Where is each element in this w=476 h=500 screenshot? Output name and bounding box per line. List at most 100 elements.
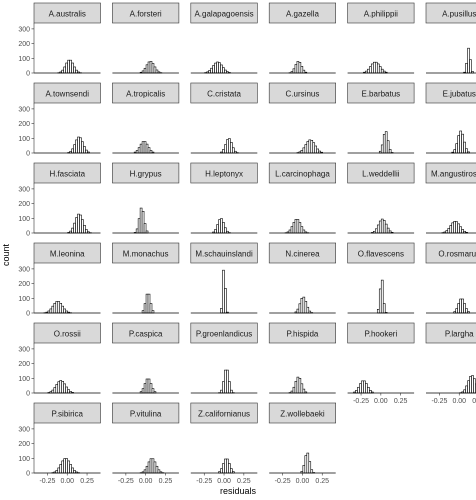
facet-strip [347,322,415,344]
facet-panel: O.flavescens [347,242,415,314]
y-tick-label: 100 [18,376,30,383]
facet-label: P.hispida [287,330,319,339]
x-tick-label: 0.25 [315,478,329,485]
y-tick-label: 300 [18,26,30,33]
facet-strip [112,2,180,24]
facet-strip [347,242,415,264]
y-tick-label: 100 [18,456,30,463]
facet-strip [347,162,415,184]
facet-strip [33,242,101,264]
histogram-bar [382,303,386,314]
facet-strip [347,2,415,24]
y-tick-label: 0 [26,391,30,398]
x-tick-label: -0.25 [196,478,212,485]
facet-panel: A.galapagoensis [190,2,258,74]
facet-label: P.hookeri [364,330,397,339]
y-tick-label: 0 [26,71,30,78]
facet-strip [425,2,476,24]
facet-strip [268,322,337,344]
x-tick-label: 0.25 [159,478,173,485]
facet-label: O.rossii [54,330,81,339]
facet-panel: H.fasciata 0 100 200 300 [18,162,101,238]
facet-panel: C.ursinus [268,82,337,154]
facet-panel: N.cinerea [268,242,337,314]
y-tick-label: 300 [18,186,30,193]
facet-panel: A.philippii [347,2,415,74]
facet-strip [268,242,337,264]
facet-panel: M.monachus [112,242,180,314]
x-tick-label: -0.25 [118,478,134,485]
y-tick-label: 200 [18,361,30,368]
facet-label: A.philippii [364,10,398,19]
facet-panel: P.hookeri -0.25 0.00 0.25 [347,322,415,405]
y-tick-label: 0 [26,471,30,478]
facet-label: A.pusillus [442,10,476,19]
facet-label: A.gazella [286,10,319,19]
x-tick-label: 0.00 [296,478,310,485]
y-axis-title: count [1,243,11,266]
facet-panel: A.australis 0 100 200 300 [18,2,101,78]
facet-label: L.carcinophaga [275,170,330,179]
facet-panel: H.leptonyx [190,162,258,234]
facet-panel: P.caspica [112,322,180,394]
facet-label: L.weddellii [362,170,400,179]
facet-strip [425,322,476,344]
facet-label: E.barbatus [361,90,400,99]
facet-strip [347,82,415,104]
facet-strip [268,402,337,424]
facet-panel: P.vitulina -0.25 0.00 0.25 [112,402,180,485]
facet-strip [425,242,476,264]
facet-label: O.flavescens [358,250,404,259]
x-tick-label: 0.00 [452,398,466,405]
x-axis-title: residuals [220,486,257,496]
x-tick-label: 0.00 [60,478,74,485]
facet-strip [190,82,258,104]
x-tick-label: 0.00 [374,398,388,405]
facet-panel: A.townsendi 0 100 200 300 [18,82,101,158]
facet-label: H.grypus [130,170,162,179]
facet-label: H.fasciata [49,170,85,179]
facet-label: P.sibirica [52,410,84,419]
facet-panel: P.hispida [268,322,337,394]
facet-label: M.angustirostris [431,170,476,179]
facet-strip [268,2,337,24]
facet-strip [190,2,258,24]
x-tick-label: 0.00 [217,478,231,485]
facet-label: H.leptonyx [205,170,243,179]
facet-label: P.largha [445,330,474,339]
facet-label: C.ursinus [286,90,320,99]
y-tick-label: 0 [26,311,30,318]
y-tick-label: 0 [26,231,30,238]
facet-strip [112,242,180,264]
facet-label: A.forsteri [130,10,162,19]
facet-panel: M.schauinslandi [190,242,258,314]
x-tick-label: 0.25 [80,478,94,485]
facet-strip [33,402,101,424]
facet-label: A.galapagoensis [194,10,253,19]
facet-label: C.cristata [207,90,241,99]
histogram-bar [469,59,472,74]
x-tick-label: 0.00 [139,478,153,485]
facet-strip [425,162,476,184]
facet-label: A.tropicalis [126,90,165,99]
facet-label: P.groenlandicus [196,330,252,339]
x-tick-label: 0.25 [394,398,408,405]
facet-label: P.caspica [129,330,163,339]
facet-panel: M.leonina 0 100 200 300 [18,242,101,318]
x-tick-label: -0.25 [431,398,447,405]
y-tick-label: 0 [26,151,30,158]
x-tick-label: -0.25 [275,478,291,485]
facet-panel: E.jubatus [425,82,476,154]
facet-panels: A.australis 0 100 200 300 A.forsteri A.galapag… [18,2,476,485]
facet-panel: O.rossii 0 100 200 300 [18,322,101,398]
y-tick-label: 100 [18,216,30,223]
facet-strip [112,322,180,344]
x-tick-label: 0.25 [237,478,251,485]
facet-panel: C.cristata [190,82,258,154]
y-tick-label: 300 [18,426,30,433]
facet-label: N.cinerea [285,250,320,259]
facet-label: O.rosmarus [438,250,476,259]
facet-strip [33,162,101,184]
facet-strip [268,82,337,104]
